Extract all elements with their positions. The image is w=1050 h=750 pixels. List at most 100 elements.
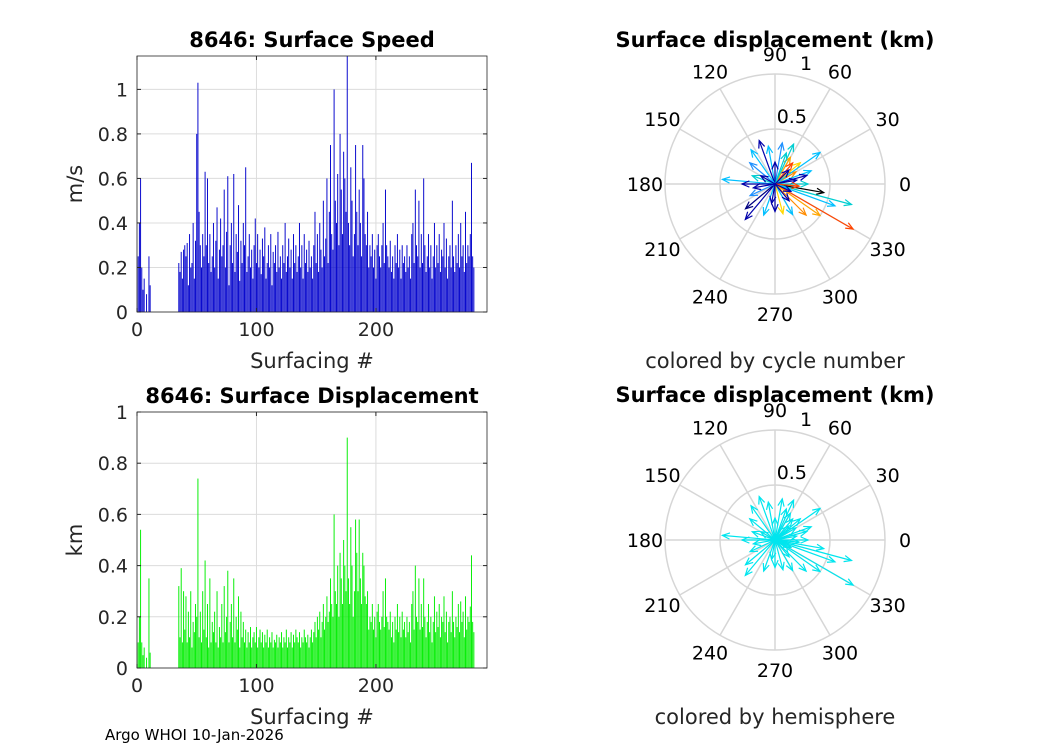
bar [179, 637, 181, 668]
bar [261, 632, 263, 668]
bar [374, 616, 376, 668]
angle-label: 300 [822, 287, 858, 309]
x-axis-label: Surfacing # [250, 349, 374, 373]
vector-shaft [763, 539, 776, 572]
bar [295, 629, 297, 668]
bar [345, 591, 347, 668]
bar [313, 632, 315, 668]
chart-caption: colored by cycle number [645, 349, 905, 373]
vector-head [777, 141, 785, 151]
bar [209, 578, 211, 668]
bar [349, 604, 351, 668]
plot-frame [136, 411, 488, 669]
bar [419, 267, 421, 312]
bar [412, 222, 414, 312]
bar [314, 621, 316, 668]
bar [416, 616, 417, 668]
vector-head [771, 160, 779, 170]
displacement-vector [774, 183, 794, 216]
bar [401, 245, 403, 312]
bar [239, 647, 241, 668]
bar [469, 606, 471, 668]
bar [422, 627, 423, 668]
bar [294, 263, 296, 312]
bar [229, 245, 231, 312]
bar [245, 167, 247, 312]
bar [321, 267, 323, 312]
bar [208, 263, 210, 312]
bar [472, 256, 474, 312]
vector-head [758, 139, 766, 149]
bar [314, 211, 316, 312]
bar [435, 632, 437, 668]
vector-head [781, 193, 791, 203]
angle-label: 270 [757, 660, 793, 682]
bar [276, 634, 278, 668]
chart-title: Surface displacement (km) [615, 383, 934, 407]
bar [244, 245, 245, 312]
bar [302, 642, 304, 668]
chart-polar_cycle: 0 30 60 90 120 150 180 210 240 270 300 330 0.5 1Surfa… [615, 28, 934, 373]
bar [450, 267, 452, 312]
bar [467, 616, 469, 668]
bar [278, 267, 280, 312]
bar [282, 245, 284, 312]
bar [253, 632, 255, 668]
bar [293, 234, 294, 312]
bar [331, 604, 333, 668]
vector-shaft [763, 183, 776, 216]
bar [199, 245, 201, 312]
bar [298, 222, 300, 312]
bar [217, 278, 219, 312]
angle-label: 0 [899, 174, 911, 196]
bar [316, 234, 318, 312]
bar [400, 278, 402, 312]
bar [413, 629, 415, 668]
bar [180, 568, 182, 668]
vector-shaft [774, 183, 824, 194]
bar [303, 234, 305, 312]
displacement-vector [750, 148, 776, 185]
vector-head [765, 500, 774, 511]
bar [284, 222, 286, 312]
bar [214, 267, 216, 312]
bar [318, 271, 320, 312]
y-axis-label: m/s [63, 165, 87, 203]
displacement-vector [774, 539, 822, 573]
bar [388, 629, 390, 668]
y-tick-label: 0.2 [98, 257, 128, 279]
bar [227, 176, 229, 312]
vector-shaft [760, 175, 776, 185]
bar [438, 234, 440, 312]
bar [417, 621, 419, 668]
vector-head [744, 567, 753, 577]
angle-label: 30 [875, 465, 899, 487]
bar [181, 642, 183, 668]
bar [462, 611, 464, 668]
bar [254, 642, 256, 668]
displacement-vector [774, 539, 793, 549]
vector-shaft [774, 499, 795, 541]
bar [450, 632, 452, 668]
vector-shaft [750, 149, 776, 185]
bar [432, 621, 434, 668]
bar [203, 629, 205, 668]
displacement-vector [774, 507, 822, 541]
bar [357, 591, 359, 668]
bar [346, 437, 348, 668]
bar [207, 604, 208, 668]
bar [307, 271, 309, 312]
bar [447, 278, 449, 312]
bar [466, 263, 468, 312]
bar [363, 178, 365, 312]
vector-shaft [744, 539, 776, 576]
displacement-vector [751, 182, 776, 191]
displacement-vector [774, 183, 826, 195]
bar [244, 642, 245, 668]
bar [346, 56, 348, 312]
bar [337, 565, 339, 668]
bar [357, 245, 359, 312]
vector-head [800, 180, 810, 188]
bar [324, 256, 326, 312]
y-tick-label: 0 [116, 658, 128, 680]
